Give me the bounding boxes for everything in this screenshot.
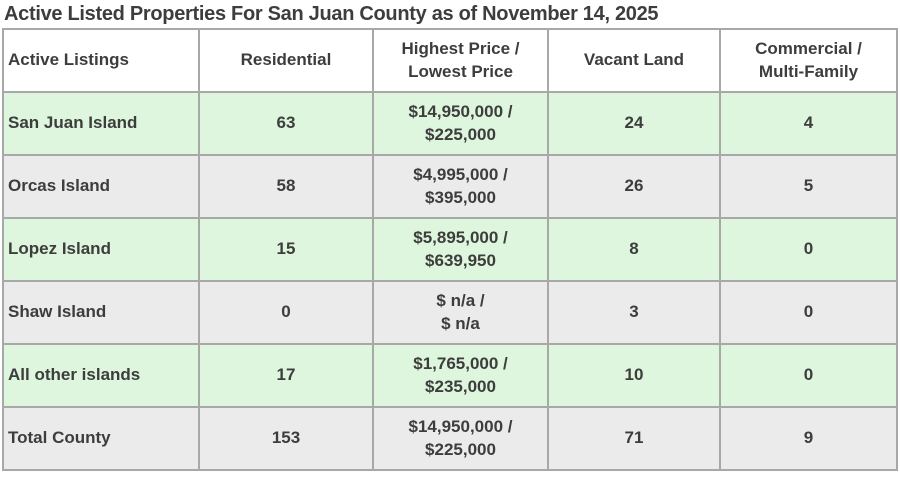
cell-commercial-count: 0 bbox=[719, 280, 898, 345]
column-header-active-listings: Active Listings bbox=[2, 28, 200, 93]
table-row-san-juan-island: San Juan Island 63 $14,950,000 / $225,00… bbox=[2, 91, 898, 156]
table-row-total-county: Total County 153 $14,950,000 / $225,000 … bbox=[2, 406, 898, 471]
cell-commercial-count: 0 bbox=[719, 217, 898, 282]
column-header-vacant-land: Vacant Land bbox=[547, 28, 721, 93]
cell-price-range: $5,895,000 / $639,950 bbox=[372, 217, 549, 282]
cell-residential-count: 0 bbox=[198, 280, 374, 345]
cell-residential-count: 63 bbox=[198, 91, 374, 156]
cell-price-range: $1,765,000 / $235,000 bbox=[372, 343, 549, 408]
cell-price-range: $14,950,000 / $225,000 bbox=[372, 406, 549, 471]
cell-vacant-land-count: 3 bbox=[547, 280, 721, 345]
cell-commercial-count: 0 bbox=[719, 343, 898, 408]
cell-island-name: Orcas Island bbox=[2, 154, 200, 219]
cell-island-name: All other islands bbox=[2, 343, 200, 408]
cell-commercial-count: 9 bbox=[719, 406, 898, 471]
table-row-orcas-island: Orcas Island 58 $4,995,000 / $395,000 26… bbox=[2, 154, 898, 219]
cell-vacant-land-count: 26 bbox=[547, 154, 721, 219]
cell-commercial-count: 4 bbox=[719, 91, 898, 156]
cell-island-name: San Juan Island bbox=[2, 91, 200, 156]
cell-price-range: $ n/a / $ n/a bbox=[372, 280, 549, 345]
cell-vacant-land-count: 71 bbox=[547, 406, 721, 471]
cell-residential-count: 17 bbox=[198, 343, 374, 408]
cell-vacant-land-count: 10 bbox=[547, 343, 721, 408]
cell-island-name: Lopez Island bbox=[2, 217, 200, 282]
table-row-all-other-islands: All other islands 17 $1,765,000 / $235,0… bbox=[2, 343, 898, 408]
cell-residential-count: 58 bbox=[198, 154, 374, 219]
cell-price-range: $4,995,000 / $395,000 bbox=[372, 154, 549, 219]
cell-residential-count: 15 bbox=[198, 217, 374, 282]
page-title: Active Listed Properties For San Juan Co… bbox=[4, 3, 659, 25]
column-header-highest-lowest-price: Highest Price / Lowest Price bbox=[372, 28, 549, 93]
cell-price-range: $14,950,000 / $225,000 bbox=[372, 91, 549, 156]
cell-residential-count: 153 bbox=[198, 406, 374, 471]
column-header-residential: Residential bbox=[198, 28, 374, 93]
active-listings-table: Active Listings Residential Highest Pric… bbox=[2, 28, 898, 471]
header-row: Active Listings Residential Highest Pric… bbox=[2, 28, 898, 93]
cell-island-name: Shaw Island bbox=[2, 280, 200, 345]
table-row-lopez-island: Lopez Island 15 $5,895,000 / $639,950 8 … bbox=[2, 217, 898, 282]
cell-vacant-land-count: 8 bbox=[547, 217, 721, 282]
cell-vacant-land-count: 24 bbox=[547, 91, 721, 156]
cell-island-name: Total County bbox=[2, 406, 200, 471]
table-row-shaw-island: Shaw Island 0 $ n/a / $ n/a 3 0 bbox=[2, 280, 898, 345]
cell-commercial-count: 5 bbox=[719, 154, 898, 219]
column-header-commercial-multi-family: Commercial / Multi-Family bbox=[719, 28, 898, 93]
